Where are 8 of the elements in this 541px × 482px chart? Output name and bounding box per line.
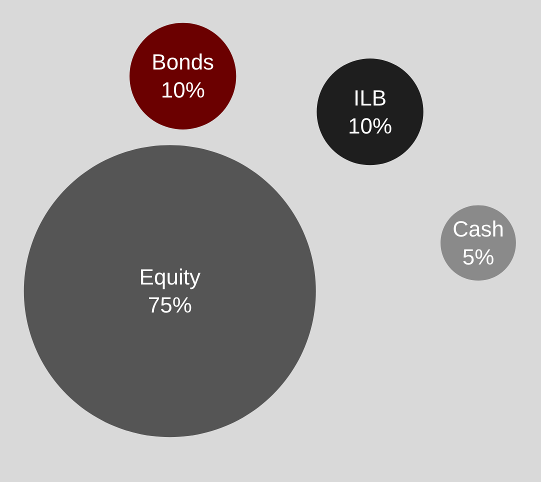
data-label: 10% [160, 78, 205, 103]
category-label: Equity [139, 264, 200, 290]
category-label: Bonds [152, 50, 214, 75]
category-label: Cash [452, 216, 504, 242]
data-label: 75% [148, 292, 192, 318]
category-label: ILB [354, 85, 387, 110]
data-label: 10% [348, 113, 392, 138]
data-label: 5% [462, 244, 494, 270]
